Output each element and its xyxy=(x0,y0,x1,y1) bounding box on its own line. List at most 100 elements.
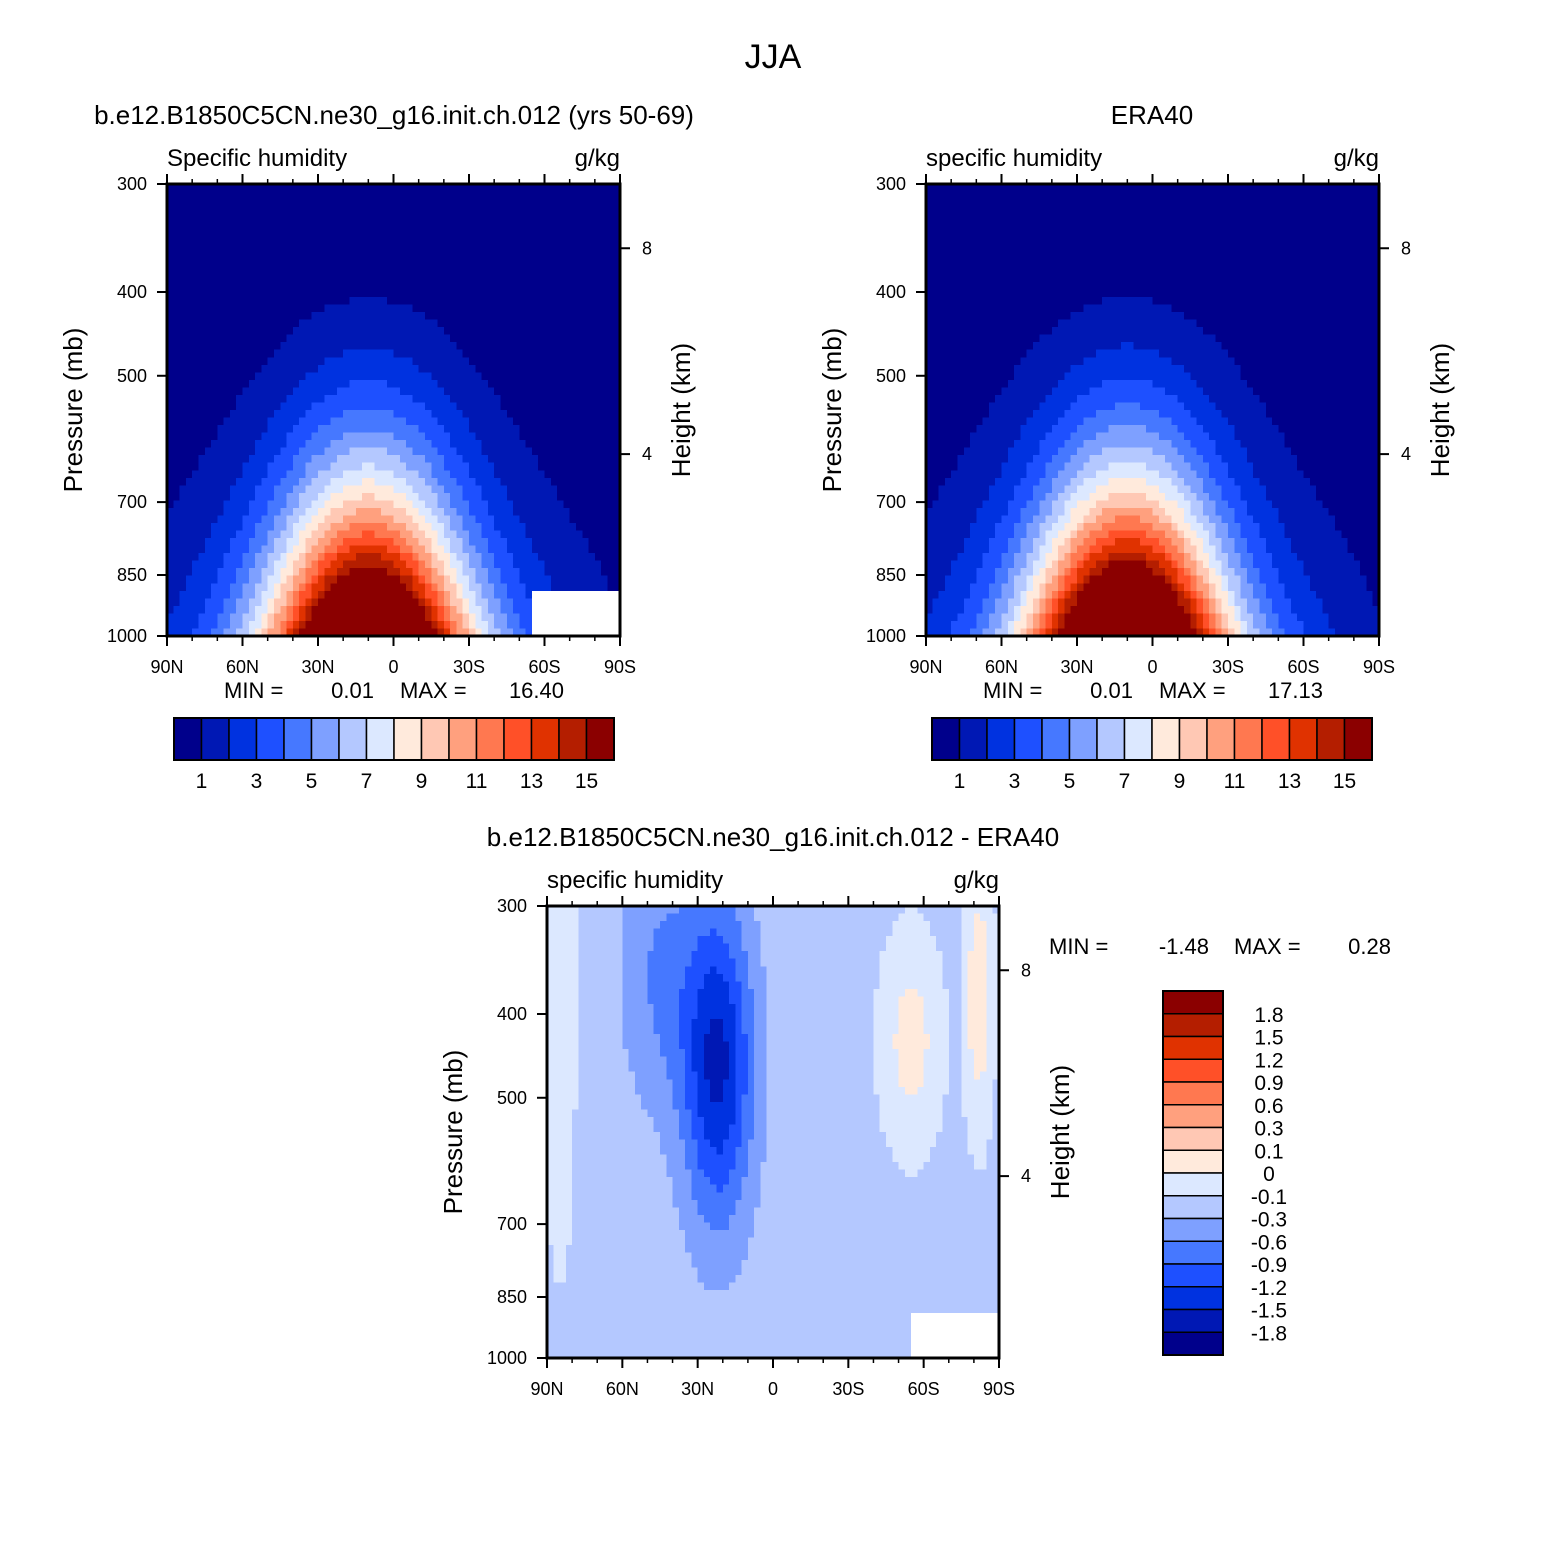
field-cell xyxy=(462,583,470,592)
field-cell xyxy=(355,304,363,313)
field-cell xyxy=(412,274,420,283)
field-cell xyxy=(336,485,344,494)
field-cell xyxy=(982,289,990,298)
field-cell xyxy=(569,184,577,193)
field-cell xyxy=(932,229,940,238)
field-label: Specific humidity xyxy=(167,145,347,172)
field-cell xyxy=(318,515,325,524)
field-cell xyxy=(374,244,382,253)
field-cell xyxy=(248,259,256,268)
field-cell xyxy=(450,523,458,532)
field-cell xyxy=(248,492,256,501)
field-cell xyxy=(387,620,395,630)
field-cell xyxy=(380,425,388,434)
field-cell xyxy=(575,394,583,404)
field-cell xyxy=(424,281,432,291)
field-cell xyxy=(192,274,200,283)
field-cell xyxy=(456,206,464,215)
field-cell xyxy=(273,281,281,291)
field-cell xyxy=(305,266,313,275)
field-cell xyxy=(286,417,294,426)
field-cell xyxy=(223,357,231,366)
field-cell xyxy=(336,334,344,343)
field-cell xyxy=(563,402,571,411)
field-cell xyxy=(550,214,558,223)
field-cell xyxy=(932,598,940,607)
field-cell xyxy=(280,523,288,532)
field-cell xyxy=(926,530,933,539)
field-cell xyxy=(437,500,445,509)
field-cell xyxy=(938,259,946,268)
field-cell xyxy=(418,191,426,200)
field-cell xyxy=(406,560,413,569)
field-cell xyxy=(607,274,615,283)
field-cell xyxy=(362,229,369,238)
field-cell xyxy=(198,184,206,193)
colorbar-swatch xyxy=(283,717,313,761)
field-cell xyxy=(469,379,476,388)
field-cell xyxy=(406,575,413,584)
field-cell xyxy=(406,357,413,366)
field-cell xyxy=(613,447,621,456)
field-cell xyxy=(217,462,225,471)
field-cell xyxy=(544,342,552,351)
field-cell xyxy=(255,199,262,208)
field-cell xyxy=(475,191,483,200)
field-cell xyxy=(601,274,609,283)
field-cell xyxy=(336,319,344,328)
field-cell xyxy=(525,342,533,351)
field-cell xyxy=(236,500,244,509)
field-cell xyxy=(557,560,564,569)
field-cell xyxy=(550,605,558,614)
field-cell xyxy=(970,342,977,351)
field-cell xyxy=(204,394,212,404)
field-cell xyxy=(607,575,615,584)
field-cell xyxy=(513,274,520,283)
field-cell xyxy=(192,492,200,501)
field-cell xyxy=(926,417,933,426)
field-cell xyxy=(292,500,300,509)
field-cell xyxy=(324,560,332,569)
field-cell xyxy=(538,229,546,238)
field-cell xyxy=(229,184,237,193)
field-cell xyxy=(588,500,596,509)
field-cell xyxy=(519,221,527,230)
field-cell xyxy=(261,425,269,434)
field-cell xyxy=(481,281,489,291)
field-cell xyxy=(951,410,959,419)
field-cell xyxy=(538,394,546,404)
field-cell xyxy=(211,462,218,471)
field-cell xyxy=(248,184,256,193)
field-cell xyxy=(217,304,225,313)
field-cell xyxy=(550,583,558,592)
field-cell xyxy=(506,485,514,494)
field-cell xyxy=(475,613,483,622)
field-cell xyxy=(531,553,539,562)
field-cell xyxy=(412,455,420,464)
field-cell xyxy=(255,613,262,622)
field-cell xyxy=(380,575,388,584)
field-cell xyxy=(487,530,495,539)
field-cell xyxy=(926,598,933,607)
field-cell xyxy=(456,379,464,388)
field-cell xyxy=(349,628,357,637)
field-cell xyxy=(418,455,426,464)
field-cell xyxy=(267,281,275,291)
field-cell xyxy=(311,485,319,494)
field-cell xyxy=(500,312,508,321)
field-cell xyxy=(563,568,571,577)
field-cell xyxy=(462,206,470,215)
field-cell xyxy=(513,410,520,419)
field-cell xyxy=(336,575,344,584)
colorbar-label: 7 xyxy=(361,770,373,793)
field-cell xyxy=(594,266,602,275)
field-cell xyxy=(443,364,451,373)
field-cell xyxy=(601,289,609,298)
field-cell xyxy=(204,500,212,509)
field-cell xyxy=(299,462,307,471)
field-cell xyxy=(374,334,382,343)
field-cell xyxy=(944,334,952,343)
field-cell xyxy=(951,221,959,230)
field-cell xyxy=(513,259,520,268)
